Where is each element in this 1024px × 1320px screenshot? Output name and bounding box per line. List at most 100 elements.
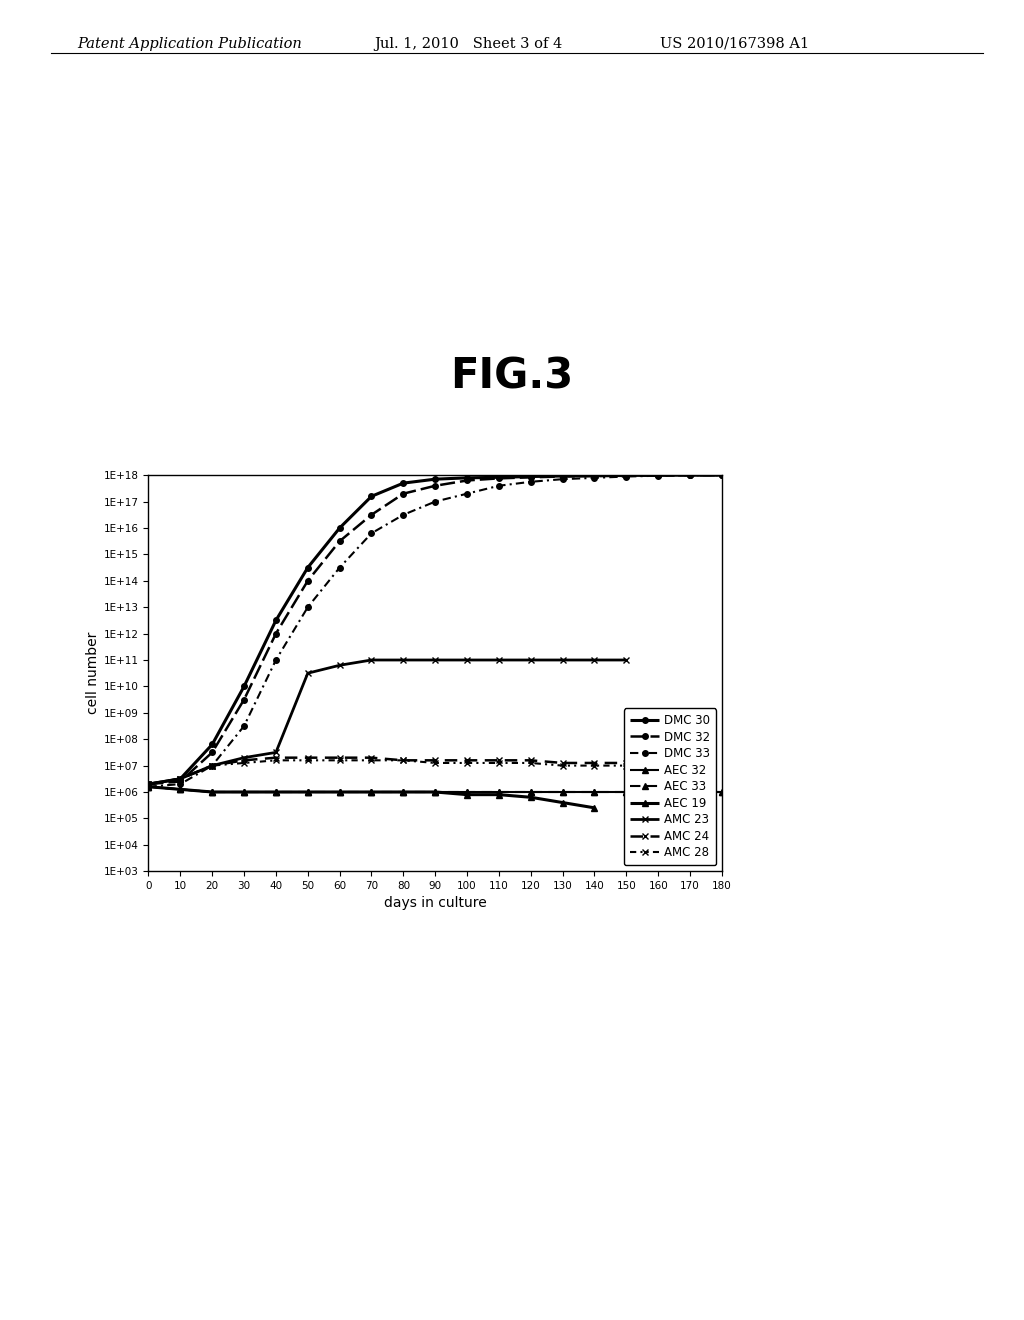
AEC 19 — [397, 784, 410, 800]
AMC 24 — [269, 750, 282, 766]
AMC 24 — [556, 755, 568, 771]
AEC 32 — [206, 784, 218, 800]
AEC 33 — [334, 784, 346, 800]
AMC 23 — [302, 665, 314, 681]
Text: US 2010/167398 A1: US 2010/167398 A1 — [660, 37, 810, 51]
DMC 30 — [366, 488, 378, 504]
AEC 33 — [366, 784, 378, 800]
DMC 32 — [589, 469, 601, 484]
Line: AEC 32: AEC 32 — [145, 784, 725, 795]
AEC 19 — [142, 779, 155, 795]
DMC 32 — [366, 507, 378, 523]
Line: DMC 33: DMC 33 — [145, 473, 725, 789]
AEC 33 — [302, 784, 314, 800]
AEC 32 — [621, 784, 633, 800]
AMC 24 — [461, 752, 473, 768]
AMC 23 — [556, 652, 568, 668]
AEC 19 — [366, 784, 378, 800]
AMC 23 — [429, 652, 441, 668]
AEC 33 — [556, 784, 568, 800]
DMC 33 — [334, 560, 346, 576]
DMC 30 — [174, 771, 186, 787]
AEC 33 — [493, 784, 505, 800]
AEC 19 — [206, 784, 218, 800]
DMC 32 — [524, 470, 537, 486]
Line: AEC 33: AEC 33 — [145, 784, 725, 795]
DMC 33 — [429, 494, 441, 510]
DMC 33 — [716, 467, 728, 483]
DMC 33 — [589, 470, 601, 486]
AEC 32 — [684, 784, 696, 800]
AEC 32 — [716, 784, 728, 800]
DMC 32 — [142, 776, 155, 792]
AMC 28 — [621, 758, 633, 774]
DMC 30 — [684, 467, 696, 483]
DMC 33 — [524, 474, 537, 490]
Legend: DMC 30, DMC 32, DMC 33, AEC 32, AEC 33, AEC 19, AMC 23, AMC 24, AMC 28: DMC 30, DMC 32, DMC 33, AEC 32, AEC 33, … — [624, 708, 716, 866]
DMC 33 — [302, 599, 314, 615]
AMC 28 — [302, 752, 314, 768]
Text: Jul. 1, 2010   Sheet 3 of 4: Jul. 1, 2010 Sheet 3 of 4 — [374, 37, 562, 51]
AEC 33 — [589, 784, 601, 800]
DMC 32 — [302, 573, 314, 589]
Line: DMC 32: DMC 32 — [145, 473, 725, 787]
DMC 30 — [142, 776, 155, 792]
AMC 23 — [461, 652, 473, 668]
DMC 30 — [716, 467, 728, 483]
AEC 32 — [461, 784, 473, 800]
AMC 28 — [142, 776, 155, 792]
AEC 33 — [621, 784, 633, 800]
AMC 23 — [206, 758, 218, 774]
DMC 30 — [206, 737, 218, 752]
AEC 32 — [493, 784, 505, 800]
AEC 19 — [493, 787, 505, 803]
DMC 32 — [269, 626, 282, 642]
AEC 32 — [238, 784, 250, 800]
AMC 23 — [334, 657, 346, 673]
DMC 30 — [652, 467, 665, 483]
AMC 28 — [589, 758, 601, 774]
DMC 33 — [493, 478, 505, 494]
Y-axis label: cell number: cell number — [86, 632, 99, 714]
Line: DMC 30: DMC 30 — [145, 473, 725, 787]
AEC 32 — [397, 784, 410, 800]
DMC 30 — [589, 467, 601, 483]
AEC 33 — [524, 784, 537, 800]
AEC 32 — [524, 784, 537, 800]
AEC 32 — [652, 784, 665, 800]
Text: Patent Application Publication: Patent Application Publication — [77, 37, 301, 51]
Text: FIG.3: FIG.3 — [451, 355, 573, 397]
Line: AMC 24: AMC 24 — [145, 754, 630, 788]
AEC 19 — [556, 795, 568, 810]
AEC 33 — [206, 784, 218, 800]
DMC 33 — [621, 469, 633, 484]
DMC 30 — [429, 471, 441, 487]
AEC 33 — [142, 779, 155, 795]
DMC 30 — [461, 470, 473, 486]
AMC 23 — [269, 744, 282, 760]
DMC 32 — [238, 692, 250, 708]
AMC 24 — [206, 758, 218, 774]
DMC 32 — [461, 473, 473, 488]
AEC 19 — [302, 784, 314, 800]
AMC 23 — [366, 652, 378, 668]
AMC 23 — [589, 652, 601, 668]
AMC 28 — [493, 755, 505, 771]
AMC 28 — [461, 755, 473, 771]
AMC 24 — [334, 750, 346, 766]
DMC 30 — [238, 678, 250, 694]
DMC 32 — [684, 467, 696, 483]
AMC 28 — [524, 755, 537, 771]
DMC 30 — [556, 469, 568, 484]
Line: AMC 23: AMC 23 — [145, 656, 630, 788]
AMC 23 — [621, 652, 633, 668]
DMC 33 — [269, 652, 282, 668]
AMC 24 — [621, 755, 633, 771]
DMC 33 — [174, 776, 186, 792]
DMC 30 — [621, 467, 633, 483]
AEC 33 — [397, 784, 410, 800]
AMC 28 — [556, 758, 568, 774]
DMC 32 — [716, 467, 728, 483]
AMC 28 — [174, 771, 186, 787]
DMC 32 — [652, 467, 665, 483]
